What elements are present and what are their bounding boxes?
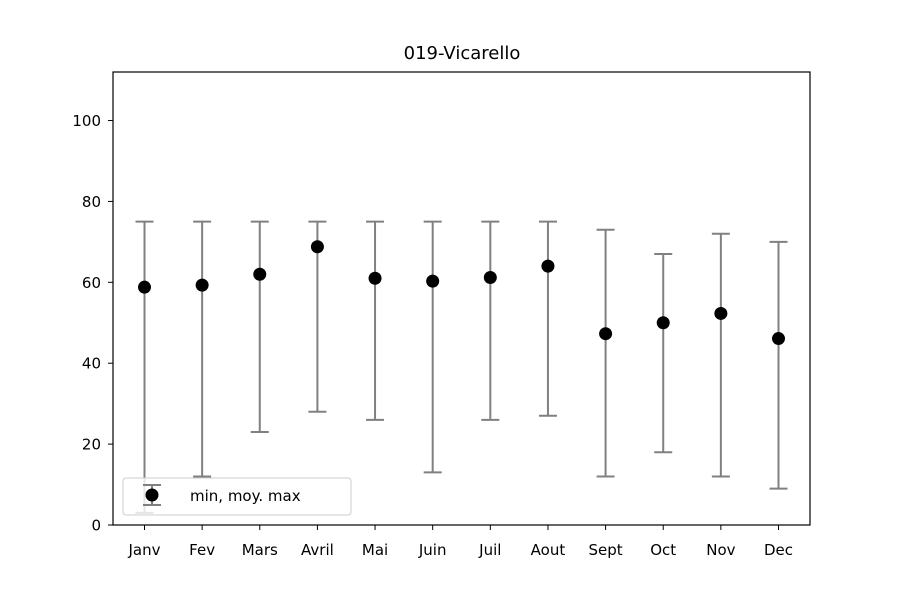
y-axis: 0 20 40 60 80 100 — [72, 112, 113, 535]
x-tick-label: Juil — [478, 541, 501, 559]
mean-point — [714, 306, 728, 320]
y-tick-label: 100 — [72, 112, 101, 130]
mean-point — [138, 280, 151, 294]
mean-point — [426, 274, 440, 288]
mean-point — [599, 327, 613, 341]
mean-point — [253, 267, 267, 281]
x-tick-label: Mai — [362, 541, 388, 559]
y-tick-label: 60 — [82, 274, 101, 292]
legend-label: min, moy. max — [190, 487, 301, 505]
legend-marker — [145, 488, 159, 502]
x-tick-label: Nov — [706, 541, 735, 559]
y-tick-label: 80 — [82, 193, 101, 211]
mean-point — [483, 270, 497, 284]
plot-area — [135, 220, 788, 514]
mean-point — [656, 316, 670, 330]
x-tick-label: Fev — [189, 541, 215, 559]
y-tick-label: 40 — [82, 355, 101, 373]
mean-point — [310, 240, 324, 254]
mean-point — [772, 332, 785, 346]
x-tick-label: Sept — [589, 541, 623, 559]
axes-frame — [112, 71, 811, 526]
y-tick-label: 0 — [91, 517, 101, 535]
x-tick-label: Mars — [242, 541, 278, 559]
x-tick-label: Dec — [764, 541, 793, 559]
mean-point — [368, 271, 382, 285]
chart-title: 019-Vicarello — [404, 43, 521, 64]
y-tick-label: 20 — [82, 436, 101, 454]
x-tick-label: Janv — [128, 541, 161, 559]
mean-point — [195, 278, 209, 292]
x-tick-label: Oct — [650, 541, 676, 559]
x-axis: Janv Fev Mars Avril Mai Juin Juil Aout Sept Oct No… — [128, 525, 793, 559]
x-tick-label: Avril — [301, 541, 334, 559]
x-tick-label: Juin — [418, 541, 447, 559]
legend-box — [122, 477, 352, 516]
x-tick-label: Aout — [531, 541, 566, 559]
legend: min, moy. max — [122, 477, 352, 516]
mean-point — [541, 259, 555, 273]
